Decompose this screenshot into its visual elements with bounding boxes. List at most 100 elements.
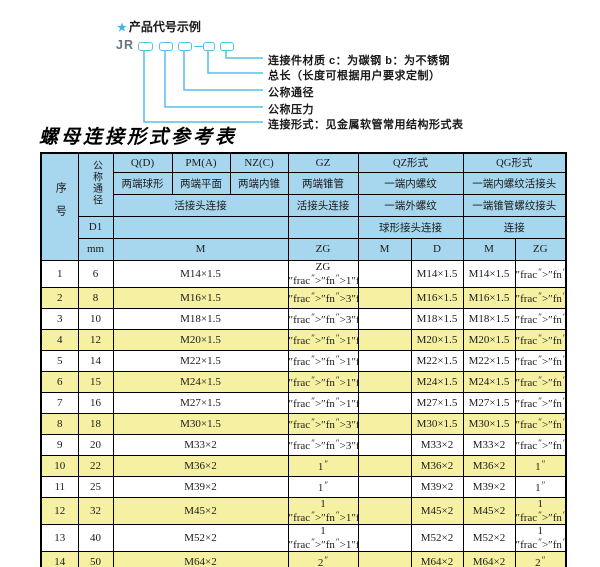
cell-thread-m: M64×2 [112, 550, 289, 567]
cell-thread-m: M39×2 [112, 475, 289, 498]
cell-dn-mm: 18 [77, 412, 114, 435]
cell-qz-d: M64×2 [410, 550, 464, 567]
cell-qg-zg: ″frac″>″fn″>3″fd″>8″ [514, 286, 567, 309]
header-qz-conn: 球形接头连接 [357, 215, 464, 239]
cell-dn-mm: 15 [77, 370, 114, 393]
table-row: 514M22×1.5″frac″>″fn″>1″fd″>2″M22×1.5M22… [40, 349, 567, 372]
cell-qz-m [357, 433, 412, 456]
cell-qz-m [357, 370, 412, 393]
code-box-5 [220, 42, 234, 51]
header-qg-desc1: 一端内螺纹活接头 [462, 171, 567, 195]
cell-row-no: 3 [40, 307, 79, 330]
table-row: 412M20×1.5″frac″>″fn″>1″fd″>2″M20×1.5M20… [40, 328, 567, 351]
header-col-qz: QZ形式 [357, 152, 464, 173]
cell-qg-m: M45×2 [462, 496, 516, 525]
cell-qg-m: M36×2 [462, 454, 516, 477]
cell-dn-mm: 22 [77, 454, 114, 477]
header-gz-conn: 活接头连接 [287, 193, 359, 217]
cell-qz-d: M33×2 [410, 433, 464, 456]
cell-row-no: 9 [40, 433, 79, 456]
cell-row-no: 2 [40, 286, 79, 309]
table-row: 818M30×1.5″frac″>″fn″>3″fd″>4″M30×1.5M30… [40, 412, 567, 435]
cell-row-no: 1 [40, 259, 79, 288]
cell-qz-d: M45×2 [410, 496, 464, 525]
cell-qz-d: M24×1.5 [410, 370, 464, 393]
cell-qg-zg: 1 ″frac″>″fn″>1″fd″>2″ [514, 523, 567, 552]
header-huojietou: 活接头连接 [112, 193, 289, 217]
cell-thread-m: M14×1.5 [112, 259, 289, 288]
cell-row-no: 12 [40, 496, 79, 525]
cell-qz-m [357, 349, 412, 372]
table-row: 10 22 M36×2 1″ M36×2 M36×2 1″ [40, 454, 567, 477]
cell-qz-d: M18×1.5 [410, 307, 464, 330]
cell-qg-m: M22×1.5 [462, 349, 516, 372]
table-row: 716M27×1.5″frac″>″fn″>1″fd″>2″M27×1.5M27… [40, 391, 567, 414]
header-qz-desc2: 一端外螺纹 [357, 193, 464, 217]
diagram-title: 产品代号示例 [128, 20, 201, 34]
header-m-label: M [112, 237, 289, 261]
cell-qz-m [357, 496, 412, 525]
header-col-pm: PM(A) [171, 152, 231, 173]
cell-row-no: 4 [40, 328, 79, 351]
cell-gz-zg: ZG ″frac″>″fn″>1″fd″>4″ [287, 259, 359, 288]
cell-dn-mm: 14 [77, 349, 114, 372]
table-header: 序号 公称通径 Q(D) PM(A) NZ(C) GZ QZ形式 QG形式 两端… [40, 152, 567, 261]
cell-gz-zg: ″frac″>″fn″>3″fd″>8″ [287, 307, 359, 330]
cell-dn-mm: 10 [77, 307, 114, 330]
code-box-2 [159, 42, 173, 51]
cell-gz-zg: ″frac″>″fn″>1″fd″>2″ [287, 391, 359, 414]
header-qg-desc2: 一端锥管螺纹接头 [462, 193, 567, 217]
header-nz-desc: 两端内锥 [229, 171, 289, 195]
header-q-desc: 两端球形 [112, 171, 173, 195]
cell-qg-zg: ″frac″>″fn″>1″fd″>2″ [514, 328, 567, 351]
cell-qg-zg: 2″ [514, 550, 567, 567]
header-blank-gz [287, 215, 359, 239]
cell-qg-zg: ″frac″>″fn″>3″fd″>4″ [514, 433, 567, 456]
cell-qg-m: M64×2 [462, 550, 516, 567]
cell-qz-m [357, 412, 412, 435]
cell-row-no: 14 [40, 550, 79, 567]
diagram-label-diameter: 公称通径 [268, 87, 314, 99]
diagram-label-connection: 连接形式：见金属软管常用结构形式表 [268, 119, 464, 131]
table-row: 310M18×1.5″frac″>″fn″>3″fd″>8″M18×1.5M18… [40, 307, 567, 330]
cell-dn-mm: 50 [77, 550, 114, 567]
cell-thread-m: M16×1.5 [112, 286, 289, 309]
cell-qz-d: M52×2 [410, 523, 464, 552]
cell-qg-zg: ″frac″>″fn″>1″fd″>2″ [514, 349, 567, 372]
header-zg-label: ZG [287, 237, 359, 261]
cell-row-no: 6 [40, 370, 79, 393]
cell-gz-zg: ″frac″>″fn″>1″fd″>2″ [287, 328, 359, 351]
cell-gz-zg: ″frac″>″fn″>3″fd″>4″ [287, 412, 359, 435]
header-pm-desc: 两端平面 [171, 171, 231, 195]
cell-qz-d: M39×2 [410, 475, 464, 498]
cell-gz-zg: ″frac″>″fn″>1″fd″>2″ [287, 349, 359, 372]
cell-qz-m [357, 550, 412, 567]
cell-dn-mm: 32 [77, 496, 114, 525]
cell-qg-m: M52×2 [462, 523, 516, 552]
header-blank-m [112, 215, 289, 239]
cell-gz-zg: ″frac″>″fn″>1″fd″>2″ [287, 370, 359, 393]
cell-qz-m [357, 286, 412, 309]
header-gongchengtongjing: 公称通径 [77, 152, 114, 217]
cell-row-no: 11 [40, 475, 79, 498]
cell-qg-zg: ″frac″>″fn″>3″fd″>4″ [514, 412, 567, 435]
cell-row-no: 13 [40, 523, 79, 552]
cell-gz-zg: 1″ [287, 475, 359, 498]
header-col-nz: NZ(C) [229, 152, 289, 173]
cell-row-no: 7 [40, 391, 79, 414]
cell-qg-m: M24×1.5 [462, 370, 516, 393]
table-title: 螺母连接形式参考表 [39, 126, 238, 148]
cell-dn-mm: 8 [77, 286, 114, 309]
leader-lines [143, 51, 263, 123]
cell-row-no: 10 [40, 454, 79, 477]
cell-qg-m: M33×2 [462, 433, 516, 456]
nut-connection-table: 序号 公称通径 Q(D) PM(A) NZ(C) GZ QZ形式 QG形式 两端… [40, 152, 568, 567]
product-code-diagram: ★ 产品代号示例 JR 连接件材质 c：为碳钢 b：为不锈钢 总长（长度可根据用户… [0, 0, 600, 150]
cell-row-no: 5 [40, 349, 79, 372]
diagram-label-material: 连接件材质 c：为碳钢 b：为不锈钢 [268, 55, 450, 67]
cell-dn-mm: 12 [77, 328, 114, 351]
code-box-3 [178, 42, 192, 51]
header-col-gz: GZ [287, 152, 359, 173]
